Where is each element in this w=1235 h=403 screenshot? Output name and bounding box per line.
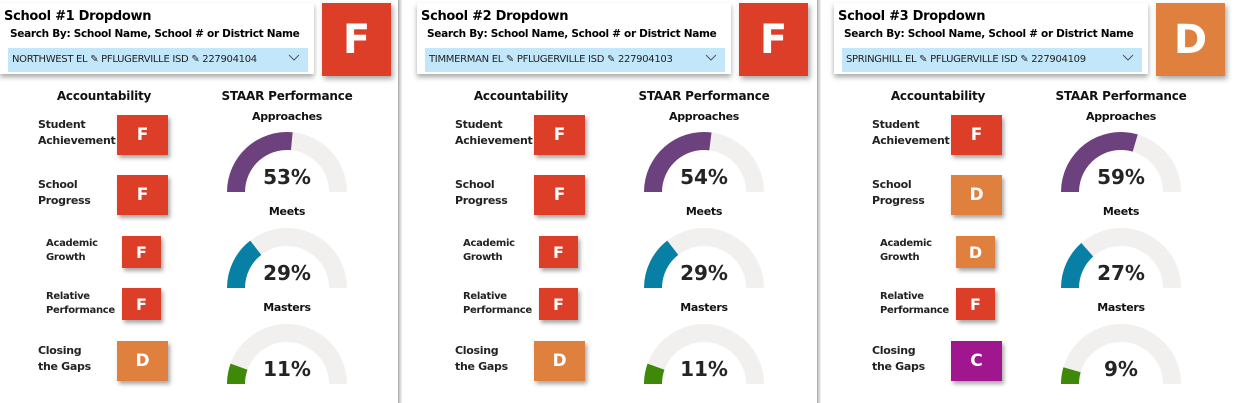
staar-heading: STAAR Performance: [638, 89, 770, 103]
gauge-label-meets: Meets: [268, 205, 306, 218]
dropdown-subtitle: Search By: School Name, School # or Dist…: [427, 28, 717, 40]
dropdown-subtitle: Search By: School Name, School # or Dist…: [10, 28, 300, 40]
accountability-grade-badge: F: [951, 115, 1002, 155]
school-dropdown[interactable]: TIMMERMAN EL ✎ PFLUGERVILLE ISD ✎ 227904…: [425, 48, 725, 72]
accountability-grade-badge: D: [951, 175, 1002, 215]
gauge-value: 9%: [1104, 357, 1138, 381]
accountability-heading: Accountability: [56, 89, 152, 103]
accountability-grade-badge: F: [539, 288, 578, 320]
accountability-label: Student Achievement: [38, 118, 116, 147]
gauge-meets: 29%: [227, 227, 347, 289]
gauge-meets: 29%: [644, 227, 764, 289]
gauge-label-masters: Masters: [1097, 301, 1145, 314]
accountability-label: Academic Growth: [463, 238, 515, 263]
accountability-grade-badge: D: [956, 236, 995, 268]
gauge-approaches: 59%: [1061, 131, 1181, 193]
school-dropdown-card: School #2 Dropdown Search By: School Nam…: [417, 3, 731, 74]
accountability-label: School Progress: [455, 178, 508, 207]
overall-grade-badge: F: [322, 3, 391, 76]
gauge-value: 11%: [263, 357, 311, 381]
panel-divider: [817, 0, 821, 403]
accountability-label: School Progress: [872, 178, 925, 207]
accountability-grade-badge: D: [117, 341, 168, 381]
gauge-value: 11%: [680, 357, 728, 381]
dropdown-selected-value: SPRINGHILL EL ✎ PFLUGERVILLE ISD ✎ 22790…: [846, 54, 1086, 65]
overall-grade-badge: D: [1156, 3, 1225, 76]
dropdown-title: School #1 Dropdown: [4, 9, 152, 24]
overall-grade-badge: F: [739, 3, 808, 76]
accountability-label: Relative Performance: [46, 291, 115, 316]
accountability-grade-badge: F: [534, 115, 585, 155]
accountability-grade-badge: F: [122, 236, 161, 268]
accountability-grade-badge: F: [117, 175, 168, 215]
chevron-down-icon[interactable]: [288, 52, 300, 65]
school-dropdown[interactable]: SPRINGHILL EL ✎ PFLUGERVILLE ISD ✎ 22790…: [842, 48, 1142, 72]
panel-divider: [398, 0, 402, 403]
gauge-value: 59%: [1097, 165, 1145, 189]
school-dropdown[interactable]: NORTHWEST EL ✎ PFLUGERVILLE ISD ✎ 227904…: [8, 48, 308, 72]
gauge-masters: 9%: [1061, 323, 1181, 385]
staar-heading: STAAR Performance: [1055, 89, 1187, 103]
accountability-grade-badge: F: [539, 236, 578, 268]
accountability-grade-badge: F: [956, 288, 995, 320]
accountability-label: School Progress: [38, 178, 91, 207]
dropdown-selected-value: TIMMERMAN EL ✎ PFLUGERVILLE ISD ✎ 227904…: [429, 54, 673, 65]
gauge-label-meets: Meets: [1102, 205, 1140, 218]
school-panel-3: School #3 Dropdown Search By: School Nam…: [834, 0, 1234, 403]
accountability-grade-badge: F: [117, 115, 168, 155]
accountability-grade-badge: F: [122, 288, 161, 320]
gauge-label-approaches: Approaches: [251, 110, 323, 123]
chevron-down-icon[interactable]: [705, 52, 717, 65]
school-panel-1: School #1 Dropdown Search By: School Nam…: [0, 0, 400, 403]
accountability-grade-badge: C: [951, 341, 1002, 381]
gauge-meets: 27%: [1061, 227, 1181, 289]
gauge-label-approaches: Approaches: [1085, 110, 1157, 123]
accountability-label: Academic Growth: [46, 238, 98, 263]
gauge-value: 27%: [1097, 261, 1145, 285]
staar-heading: STAAR Performance: [221, 89, 353, 103]
school-dropdown-card: School #3 Dropdown Search By: School Nam…: [834, 3, 1148, 74]
accountability-label: Relative Performance: [463, 291, 532, 316]
accountability-label: Student Achievement: [872, 118, 950, 147]
dropdown-title: School #2 Dropdown: [421, 9, 569, 24]
chevron-down-icon[interactable]: [1122, 52, 1134, 65]
gauge-value: 29%: [680, 261, 728, 285]
dropdown-subtitle: Search By: School Name, School # or Dist…: [844, 28, 1134, 40]
school-dropdown-card: School #1 Dropdown Search By: School Nam…: [0, 3, 314, 74]
gauge-masters: 11%: [227, 323, 347, 385]
gauge-value: 54%: [680, 165, 728, 189]
dropdown-title: School #3 Dropdown: [838, 9, 986, 24]
accountability-heading: Accountability: [473, 89, 569, 103]
gauge-masters: 11%: [644, 323, 764, 385]
gauge-value: 53%: [263, 165, 311, 189]
accountability-label: Student Achievement: [455, 118, 533, 147]
gauge-label-approaches: Approaches: [668, 110, 740, 123]
accountability-label: Academic Growth: [880, 238, 932, 263]
accountability-grade-badge: D: [534, 341, 585, 381]
gauge-approaches: 54%: [644, 131, 764, 193]
accountability-label: Closing the Gaps: [38, 344, 91, 373]
gauge-label-masters: Masters: [263, 301, 311, 314]
gauge-label-masters: Masters: [680, 301, 728, 314]
accountability-label: Relative Performance: [880, 291, 949, 316]
gauge-value: 29%: [263, 261, 311, 285]
accountability-label: Closing the Gaps: [872, 344, 925, 373]
school-panel-2: School #2 Dropdown Search By: School Nam…: [417, 0, 817, 403]
accountability-label: Closing the Gaps: [455, 344, 508, 373]
accountability-heading: Accountability: [890, 89, 986, 103]
gauge-label-meets: Meets: [685, 205, 723, 218]
dropdown-selected-value: NORTHWEST EL ✎ PFLUGERVILLE ISD ✎ 227904…: [12, 54, 257, 65]
gauge-approaches: 53%: [227, 131, 347, 193]
accountability-grade-badge: F: [534, 175, 585, 215]
